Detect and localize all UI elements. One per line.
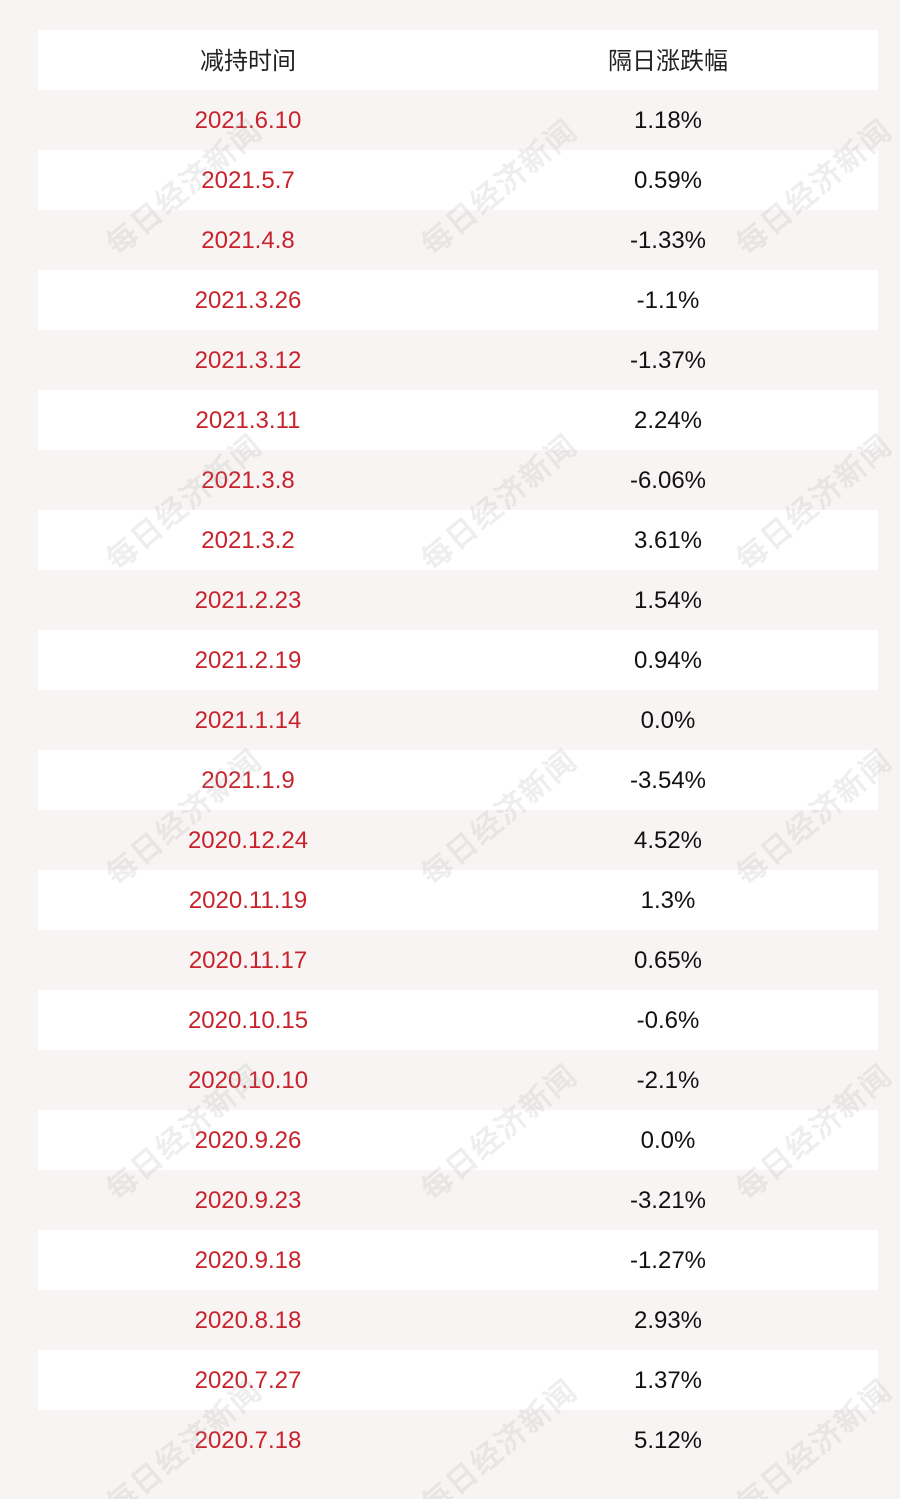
change-cell: 0.59% [633,166,703,194]
date-cell: 2020.11.19 [188,886,308,914]
reduction-table: 减持时间 隔日涨跌幅 2021.6.10 1.18% 2021.5.7 0.59% 20… [38,30,878,1470]
date-cell: 2020.9.23 [194,1186,302,1214]
table-row: 2020.9.18 -1.27% [38,1230,878,1290]
table-row: 2020.11.17 0.65% [38,930,878,990]
header-date: 减持时间 [200,46,296,75]
date-cell: 2020.12.24 [187,826,309,854]
table-row: 2020.10.10 -2.1% [38,1050,878,1110]
change-cell: 2.24% [633,406,703,434]
table-row: 2020.9.23 -3.21% [38,1170,878,1230]
table-row: 2021.1.14 0.0% [38,690,878,750]
change-cell: -2.1% [636,1066,700,1094]
table-row: 2021.3.8 -6.06% [38,450,878,510]
date-cell: 2020.7.27 [194,1366,302,1394]
date-cell: 2021.3.8 [201,466,295,494]
table-row: 2021.2.19 0.94% [38,630,878,690]
change-cell: 5.12% [633,1426,703,1454]
date-cell: 2021.2.23 [194,586,302,614]
change-cell: 0.65% [633,946,703,974]
date-cell: 2021.6.10 [194,106,302,134]
change-cell: 1.18% [633,106,703,134]
date-cell: 2021.5.7 [201,166,295,194]
table-row: 2021.3.11 2.24% [38,390,878,450]
change-cell: 3.61% [633,526,703,554]
change-cell: 1.37% [633,1366,703,1394]
table-row: 2021.3.2 3.61% [38,510,878,570]
table-row: 2021.3.26 -1.1% [38,270,878,330]
table-row: 2020.7.27 1.37% [38,1350,878,1410]
table-row: 2021.2.23 1.54% [38,570,878,630]
change-cell: 1.54% [633,586,703,614]
date-cell: 2021.3.2 [201,526,295,554]
table-row: 2020.10.15 -0.6% [38,990,878,1050]
change-cell: -0.6% [636,1006,700,1034]
change-cell: 2.93% [633,1306,703,1334]
date-cell: 2020.8.18 [194,1306,302,1334]
change-cell: 1.3% [640,886,696,914]
date-cell: 2021.3.26 [194,286,302,314]
table-row: 2021.4.8 -1.33% [38,210,878,270]
table-row: 2020.12.24 4.52% [38,810,878,870]
table-row: 2020.11.19 1.3% [38,870,878,930]
date-cell: 2020.11.17 [188,946,308,974]
date-cell: 2021.3.12 [194,346,302,374]
table-row: 2021.5.7 0.59% [38,150,878,210]
table-row: 2020.8.18 2.93% [38,1290,878,1350]
change-cell: 4.52% [633,826,703,854]
table-row: 2021.6.10 1.18% [38,90,878,150]
change-cell: 0.0% [640,1126,696,1154]
table-body: 2021.6.10 1.18% 2021.5.7 0.59% 2021.4.8 -1.33… [38,90,878,1470]
header-change: 隔日涨跌幅 [608,46,728,75]
change-cell: -3.54% [629,766,707,794]
change-cell: -1.27% [629,1246,707,1274]
table-row: 2021.3.12 -1.37% [38,330,878,390]
date-cell: 2021.2.19 [194,646,302,674]
date-cell: 2020.10.10 [187,1066,309,1094]
date-cell: 2020.7.18 [194,1426,302,1454]
date-cell: 2021.1.14 [194,706,302,734]
change-cell: 0.0% [640,706,696,734]
change-cell: -3.21% [629,1186,707,1214]
change-cell: -1.37% [629,346,707,374]
date-cell: 2020.10.15 [187,1006,309,1034]
change-cell: -6.06% [629,466,707,494]
table-row: 2021.1.9 -3.54% [38,750,878,810]
change-cell: -1.33% [629,226,707,254]
date-cell: 2020.9.26 [194,1126,302,1154]
table-row: 2020.7.18 5.12% [38,1410,878,1470]
date-cell: 2020.9.18 [194,1246,302,1274]
table-row: 2020.9.26 0.0% [38,1110,878,1170]
change-cell: -1.1% [636,286,700,314]
date-cell: 2021.3.11 [195,406,301,434]
change-cell: 0.94% [633,646,703,674]
date-cell: 2021.1.9 [201,766,295,794]
table-header-row: 减持时间 隔日涨跌幅 [38,30,878,90]
date-cell: 2021.4.8 [201,226,295,254]
